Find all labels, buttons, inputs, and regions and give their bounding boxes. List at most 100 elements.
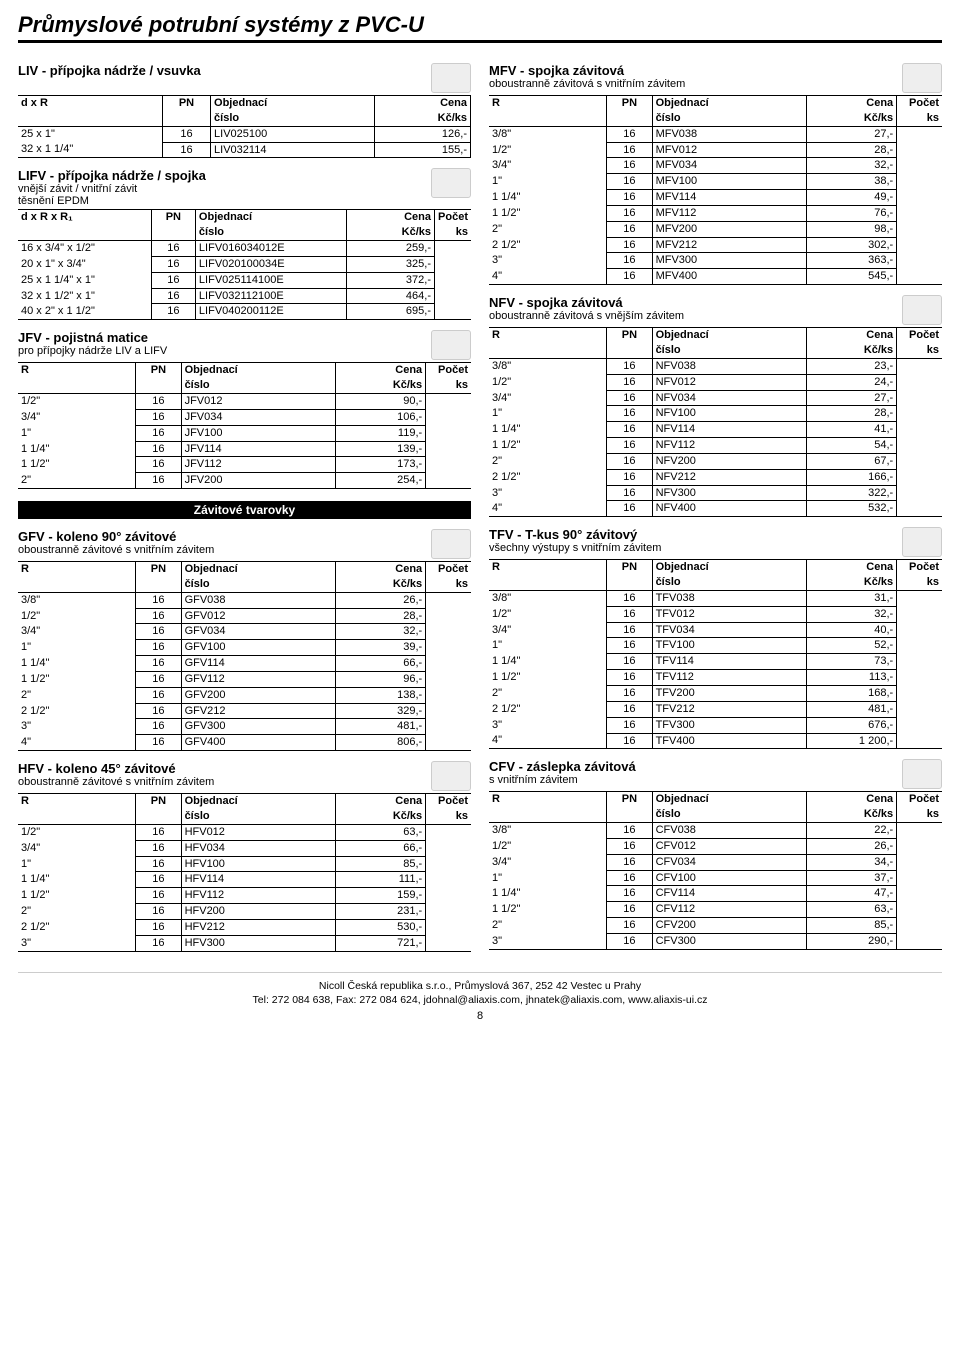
- table-cell: 2": [18, 687, 136, 703]
- table-cell: [426, 624, 471, 640]
- table-cell: TFV114: [652, 654, 806, 670]
- table-cell: 166,-: [806, 469, 897, 485]
- table-cell: [426, 656, 471, 672]
- table-row: 1 1/4"16MFV11449,-: [489, 190, 942, 206]
- table-cell: 85,-: [806, 918, 897, 934]
- price-table: RPNObjednacíCenaPočetčísloKč/ksks3/8"16G…: [18, 561, 471, 751]
- table-header: PN: [151, 210, 195, 225]
- table-cell: MFV212: [652, 237, 806, 253]
- table-header: [18, 111, 162, 126]
- table-cell: 16: [136, 872, 181, 888]
- table-cell: GFV212: [181, 703, 335, 719]
- table-cell: 481,-: [806, 701, 897, 717]
- table-cell: 16: [136, 425, 181, 441]
- table-cell: [897, 453, 942, 469]
- table-header: Kč/ks: [806, 575, 897, 590]
- table-cell: 16: [607, 886, 652, 902]
- section-title: JFV - pojistná matice: [18, 330, 167, 345]
- table-cell: MFV112: [652, 205, 806, 221]
- table-header: [18, 225, 151, 240]
- table-row: 1 1/2"16JFV112173,-: [18, 457, 471, 473]
- table-cell: 1/2": [489, 606, 607, 622]
- section-subtitle: oboustranně závitové s vnitřním závitem: [18, 776, 214, 788]
- table-row: 1"16TFV10052,-: [489, 638, 942, 654]
- table-cell: CFV300: [652, 933, 806, 949]
- table-cell: HFV034: [181, 840, 335, 856]
- table-header: Počet: [897, 328, 942, 343]
- table-cell: [897, 358, 942, 374]
- table-header: PN: [162, 96, 210, 111]
- table-header: Cena: [335, 794, 426, 809]
- table-cell: 3/4": [489, 158, 607, 174]
- table-cell: [897, 126, 942, 142]
- table-cell: [426, 393, 471, 409]
- table-cell: 37,-: [806, 870, 897, 886]
- table-header: PN: [607, 328, 652, 343]
- table-cell: GFV034: [181, 624, 335, 640]
- table-header: Objednací: [181, 562, 335, 577]
- table-row: 1"16CFV10037,-: [489, 870, 942, 886]
- table-cell: GFV114: [181, 656, 335, 672]
- table-cell: 76,-: [806, 205, 897, 221]
- table-header: Kč/ks: [806, 343, 897, 358]
- table-cell: 3/4": [18, 409, 136, 425]
- table-row: 1 1/2"16GFV11296,-: [18, 671, 471, 687]
- table-row: 3/4"16TFV03440,-: [489, 622, 942, 638]
- table-cell: 96,-: [335, 671, 426, 687]
- table-cell: 24,-: [806, 374, 897, 390]
- section-title: GFV - koleno 90° závitové: [18, 529, 214, 544]
- table-cell: 27,-: [806, 126, 897, 142]
- price-table: RPNObjednacíCenaPočetčísloKč/ksks1/2"16H…: [18, 793, 471, 951]
- table-row: 2"16CFV20085,-: [489, 918, 942, 934]
- table-cell: [897, 638, 942, 654]
- table-row: 2"16HFV200231,-: [18, 904, 471, 920]
- table-cell: MFV012: [652, 142, 806, 158]
- section-heading: NFV - spojka závitováoboustranně závitov…: [489, 295, 942, 325]
- product-icon: [431, 330, 471, 360]
- table-cell: 16: [136, 393, 181, 409]
- table-cell: JFV114: [181, 441, 335, 457]
- section-heading: MFV - spojka závitováoboustranně závitov…: [489, 63, 942, 93]
- table-header: Kč/ks: [347, 225, 435, 240]
- table-cell: 16: [136, 640, 181, 656]
- table-cell: 1 1/4": [18, 441, 136, 457]
- section-subtitle: s vnitřním závitem: [489, 774, 636, 786]
- table-cell: 3/4": [18, 840, 136, 856]
- table-cell: [426, 457, 471, 473]
- section-subtitle: oboustranně závitová s vnitřním závitem: [489, 78, 685, 90]
- table-cell: 39,-: [335, 640, 426, 656]
- table-row: 1/2"16CFV01226,-: [489, 838, 942, 854]
- table-header: Objednací: [211, 96, 375, 111]
- table-cell: 325,-: [347, 256, 435, 272]
- table-cell: 676,-: [806, 717, 897, 733]
- section-lifv: LIFV - přípojka nádrže / spojkavnější zá…: [18, 168, 471, 320]
- table-cell: JFV012: [181, 393, 335, 409]
- table-header: Cena: [806, 792, 897, 807]
- table-cell: [897, 606, 942, 622]
- table-cell: 52,-: [806, 638, 897, 654]
- table-header: [489, 807, 607, 822]
- table-cell: 1": [489, 638, 607, 654]
- table-cell: 2 1/2": [489, 237, 607, 253]
- table-cell: [897, 654, 942, 670]
- table-cell: 38,-: [806, 174, 897, 190]
- table-cell: 32,-: [806, 158, 897, 174]
- footer-line1: Nicoll Česká republika s.r.o., Průmyslov…: [18, 979, 942, 994]
- section-heading: GFV - koleno 90° závitovéoboustranně záv…: [18, 529, 471, 559]
- table-cell: 168,-: [806, 686, 897, 702]
- table-cell: MFV100: [652, 174, 806, 190]
- table-row: 40 x 2" x 1 1/2"16LIFV040200112E695,-: [18, 304, 471, 320]
- table-header: [136, 378, 181, 393]
- table-row: 2 1/2"16MFV212302,-: [489, 237, 942, 253]
- table-cell: 3": [18, 935, 136, 951]
- table-cell: GFV012: [181, 608, 335, 624]
- table-row: 1 1/4"16JFV114139,-: [18, 441, 471, 457]
- left-column: LIV - přípojka nádrže / vsuvkad x RPNObj…: [18, 53, 471, 952]
- table-row: 1 1/2"16CFV11263,-: [489, 902, 942, 918]
- table-cell: 16: [136, 457, 181, 473]
- table-header: Objednací: [181, 363, 335, 378]
- table-cell: 26,-: [335, 592, 426, 608]
- table-cell: [426, 872, 471, 888]
- table-cell: [426, 425, 471, 441]
- table-cell: 1 1/4": [489, 190, 607, 206]
